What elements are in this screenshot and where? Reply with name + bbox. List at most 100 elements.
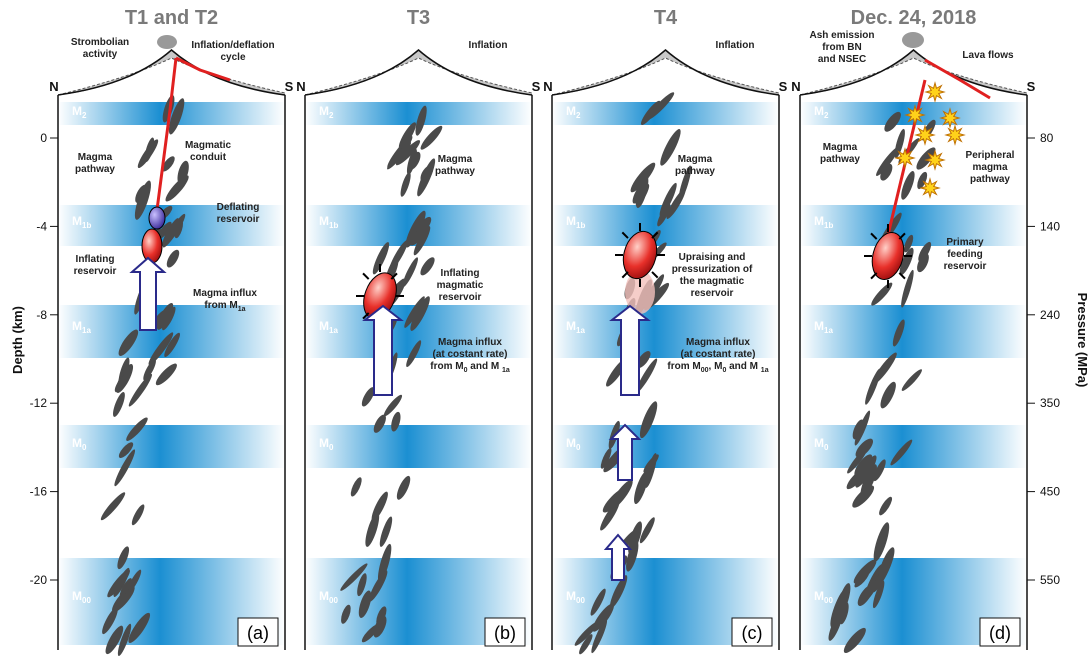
layer-letter: M	[566, 319, 576, 333]
dike	[377, 515, 394, 548]
layer-letter: M	[566, 436, 576, 450]
annotation-text: , M	[709, 361, 723, 372]
annotation-line: Lava flows	[962, 50, 1014, 61]
dike	[877, 495, 894, 517]
annotation-line: Magma influx	[193, 288, 257, 299]
layer-letter: M	[72, 104, 82, 118]
annotation-line: pathway	[675, 166, 715, 177]
annotation-line: Peripheral	[966, 150, 1015, 161]
south-label: S	[779, 79, 788, 94]
layer-letter: M	[72, 589, 82, 603]
annotation-line: Inflation	[469, 40, 508, 51]
annotation-line: Strombolian	[71, 37, 129, 48]
panel-label: (b)	[494, 623, 516, 643]
layer-subscript: 00	[82, 596, 91, 605]
dike	[130, 503, 147, 527]
pressure-arrow	[871, 273, 877, 279]
north-label: N	[543, 79, 552, 94]
layer-subscript: 2	[824, 111, 829, 120]
panel: M2M1bM1aM0M00NST4(c)InflationMagmapathwa…	[543, 7, 787, 656]
dike	[900, 367, 924, 392]
layer-subscript: 2	[82, 111, 87, 120]
explosion-star	[906, 106, 924, 124]
annotation-line: Inflating	[76, 254, 115, 265]
dike	[126, 372, 154, 408]
layer-letter: M	[319, 104, 329, 118]
annotation-line: the magmatic	[680, 276, 745, 287]
layer-letter: M	[319, 214, 329, 228]
annotation-line: from M00, M0 and M 1a	[667, 361, 768, 374]
annotation-line: from M0 and M 1a	[430, 361, 510, 374]
annotation-line: pathway	[75, 164, 115, 175]
panel-title: T4	[654, 7, 678, 29]
layer-subscript: 1a	[824, 326, 833, 335]
layer-letter: M	[566, 214, 576, 228]
dike	[163, 173, 192, 204]
annotation-line: Upraising and	[679, 252, 746, 263]
annotation-text: and M	[726, 361, 760, 372]
annotation-line: Magma	[78, 152, 113, 163]
annotation-line: reservoir	[74, 266, 117, 277]
annotation-line: Ash emission	[809, 30, 874, 41]
subscript: 1a	[761, 367, 769, 374]
layer-subscript: 00	[576, 596, 585, 605]
depth-tick-label: -4	[36, 219, 47, 233]
layer-subscript: 0	[576, 443, 581, 452]
dike	[863, 367, 883, 406]
explosion-star	[941, 109, 959, 127]
pressure-tick-label: 350	[1040, 396, 1060, 410]
annotation-text: from M	[667, 361, 700, 372]
layer-subscript: 2	[329, 111, 334, 120]
dike	[382, 393, 405, 418]
layer-letter: M	[814, 214, 824, 228]
annotation-line: cycle	[220, 52, 245, 63]
layer-subscript: 00	[824, 596, 833, 605]
subscript: 1a	[238, 306, 246, 313]
plume	[157, 35, 177, 49]
south-label: S	[532, 79, 541, 94]
annotation-line: pathway	[435, 166, 475, 177]
layer-subscript: 0	[82, 443, 87, 452]
layer-subscript: 1a	[329, 326, 338, 335]
depth-axis-title: Depth (km)	[10, 306, 25, 374]
layer-letter: M	[814, 104, 824, 118]
panel-title: T3	[407, 7, 430, 29]
layer-letter: M	[319, 589, 329, 603]
annotation-line: Magmatic	[185, 140, 232, 151]
pressure-tick-label: 80	[1040, 131, 1054, 145]
plume	[902, 32, 924, 48]
layer-letter: M	[72, 436, 82, 450]
annotation-line: feeding	[947, 249, 983, 260]
annotation-line: from BN	[822, 42, 861, 53]
layer-band	[305, 425, 532, 468]
depth-tick-label: -12	[30, 396, 48, 410]
layer-band	[800, 305, 1027, 358]
pressure-axis-title: Pressure (MPa)	[1075, 293, 1090, 388]
annotation-line: Magma	[438, 154, 473, 165]
layer-letter: M	[72, 214, 82, 228]
layer-subscript: 1b	[824, 221, 833, 230]
annotation-line: Primary	[946, 237, 984, 248]
layer-letter: M	[814, 436, 824, 450]
annotation-line: Deflating	[217, 202, 260, 213]
annotation-line: magmatic	[437, 280, 484, 291]
annotation-line: Magma influx	[686, 337, 750, 348]
annotation-line: (at costant rate)	[432, 349, 507, 360]
dike	[869, 280, 895, 307]
dike	[349, 476, 364, 498]
pressure-arrow	[363, 273, 369, 279]
annotation-line: reservoir	[944, 261, 987, 272]
layer-letter: M	[814, 589, 824, 603]
annotation-line: conduit	[190, 152, 227, 163]
depth-tick-label: -16	[30, 485, 48, 499]
layer-band	[58, 425, 285, 468]
layer-subscript: 1a	[576, 326, 585, 335]
explosion-star	[926, 83, 944, 101]
pressure-tick-label: 240	[1040, 308, 1060, 322]
north-label: N	[791, 79, 800, 94]
layer-band	[800, 205, 1027, 246]
subscript: 00	[701, 367, 709, 374]
pressure-tick-label: 550	[1040, 573, 1060, 587]
annotation-text: and M	[468, 361, 502, 372]
annotation-line: reservoir	[217, 214, 260, 225]
